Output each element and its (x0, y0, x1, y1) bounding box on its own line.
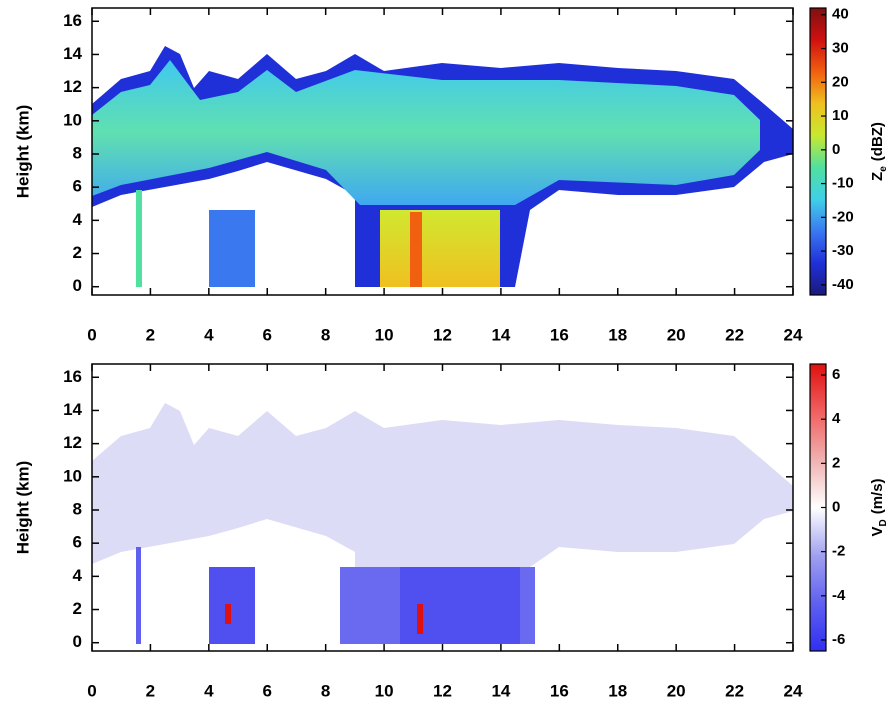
x-tick-label: 16 (550, 681, 569, 700)
colorbar-label-sub: D (878, 519, 889, 526)
x-tick-label: 0 (87, 681, 96, 700)
x-tick-label: 4 (204, 325, 214, 344)
x-tick-label: 8 (321, 681, 330, 700)
y-tick-label: 14 (63, 400, 82, 419)
x-tick-label: 18 (608, 325, 627, 344)
colorbar (809, 7, 827, 296)
y-tick-label: 14 (63, 44, 82, 63)
y-tick-label: 0 (73, 276, 82, 295)
colorbar-tick-label: 20 (832, 73, 849, 90)
y-tick-label: 6 (73, 533, 82, 552)
y-tick-label: 6 (73, 177, 82, 196)
x-tick-label: 20 (667, 681, 686, 700)
y-tick-label: 4 (73, 210, 83, 229)
y-tick-label: 8 (73, 499, 82, 518)
colorbar-tick-label: 0 (832, 141, 840, 158)
colorbar-label-sub: e (878, 166, 889, 172)
colorbar-tick-label: 30 (832, 39, 849, 56)
x-tick-label: 6 (263, 325, 272, 344)
x-tick-label: 10 (375, 681, 394, 700)
colorbar-tick-label: 2 (832, 454, 840, 471)
colorbar-tick-label: -40 (832, 276, 854, 293)
colorbar-label: Ze (dBZ) (869, 122, 889, 181)
colorbar-tick-label: -10 (832, 175, 854, 192)
colorbar-tick-label: 10 (832, 107, 849, 124)
colorbar-label: VD (m/s) (869, 478, 889, 536)
colorbar-tick-label: 0 (832, 498, 840, 515)
x-tick-label: 18 (608, 681, 627, 700)
y-tick-label: 12 (63, 433, 82, 452)
x-tick-label: 12 (433, 325, 452, 344)
colorbar-label-main: V (869, 527, 886, 537)
x-tick-label: 16 (550, 325, 569, 344)
x-tick-label: 2 (146, 681, 155, 700)
y-tick-label: 0 (73, 632, 82, 651)
colorbar-tick-label: -20 (832, 208, 854, 225)
x-tick-label: 4 (204, 681, 214, 700)
y-tick-label: 2 (73, 243, 82, 262)
x-tick-label: 20 (667, 325, 686, 344)
x-tick-label: 14 (491, 325, 510, 344)
colorbar-tick-label: 4 (832, 410, 841, 427)
colorbar-tick-label: -6 (832, 631, 845, 648)
x-tick-label: 22 (725, 325, 744, 344)
y-tick-label: 2 (73, 599, 82, 618)
x-tick-label: 8 (321, 325, 330, 344)
y-tick-label: 8 (73, 143, 82, 162)
y-tick-label: 10 (63, 110, 82, 129)
y-tick-label: 12 (63, 77, 82, 96)
x-tick-label: 22 (725, 681, 744, 700)
colorbar-tick-label: -2 (832, 543, 845, 560)
y-tick-label: 16 (63, 11, 82, 30)
y-tick-label: 16 (63, 367, 82, 386)
y-axis-label: Height (km) (13, 461, 32, 555)
x-tick-label: 2 (146, 325, 155, 344)
y-axis-label: Height (km) (13, 105, 32, 199)
y-tick-label: 4 (73, 566, 83, 585)
x-tick-label: 10 (375, 325, 394, 344)
echo-field-2 (92, 403, 793, 644)
colorbar-label-unit: (dBZ) (869, 122, 886, 161)
x-tick-label: 6 (263, 681, 272, 700)
echo-field-1 (92, 46, 793, 287)
colorbar-tick-label: -30 (832, 242, 854, 259)
colorbar-label-unit: (m/s) (869, 478, 886, 514)
x-tick-label: 0 (87, 325, 96, 344)
colorbar-tick-label: -4 (832, 587, 846, 604)
x-tick-label: 14 (491, 681, 510, 700)
colorbar-tick-label: 6 (832, 366, 840, 383)
colorbar-label-main: Z (869, 172, 886, 181)
x-tick-label: 24 (784, 681, 803, 700)
colorbar-tick-label: 40 (832, 6, 849, 23)
x-tick-label: 12 (433, 681, 452, 700)
x-tick-label: 24 (784, 325, 803, 344)
y-tick-label: 10 (63, 466, 82, 485)
